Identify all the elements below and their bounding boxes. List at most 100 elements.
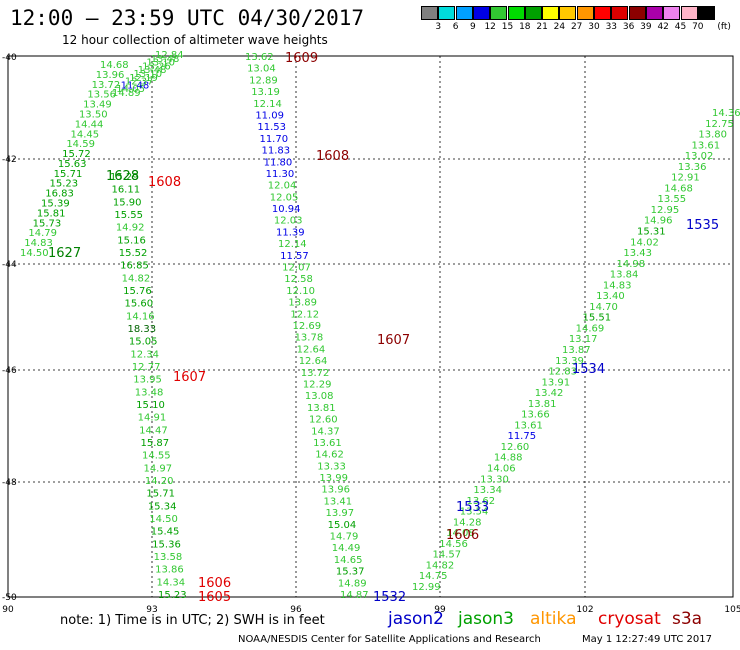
wave-height-reading: 15.23 [49, 179, 78, 190]
wave-height-reading: 11.70 [259, 134, 288, 145]
wave-height-reading: 15.51 [582, 313, 611, 324]
wave-height-reading: 13.61 [692, 140, 721, 151]
wave-height-reading: 13.49 [83, 100, 112, 111]
orbit-label: 1628 [106, 169, 139, 184]
orbit-label: 1606 [198, 576, 231, 591]
wave-height-reading: 12.34 [130, 349, 159, 360]
orbit-label: 1608 [148, 175, 181, 190]
satellite-name: jason3 [458, 609, 514, 629]
colorbar-label: 9 [470, 22, 476, 32]
wave-height-reading: 14.50 [149, 514, 178, 525]
wave-height-reading: 13.10 [146, 58, 175, 69]
wave-height-reading: 14.91 [138, 413, 167, 424]
colorbar-swatch [576, 6, 594, 20]
wave-height-reading: 12.99 [412, 582, 441, 593]
wave-height-reading: 14.45 [71, 129, 100, 140]
wave-height-reading: 11.39 [276, 227, 305, 238]
wave-height-reading: 14.20 [145, 476, 174, 487]
wave-height-reading: 15.04 [328, 520, 357, 531]
longitude-label: 90 [2, 605, 14, 615]
wave-height-reading: 11.83 [262, 146, 291, 157]
orbit-label: 1533 [456, 500, 489, 515]
colorbar-swatch [421, 6, 438, 20]
wave-height-reading: 14.89 [112, 88, 141, 99]
orbit-label: 1532 [373, 590, 406, 605]
colorbar-label: 36 [622, 22, 635, 32]
wave-height-reading: 16.85 [120, 261, 149, 272]
wave-height-reading: 13.58 [154, 552, 183, 563]
wave-height-reading: 13.17 [569, 334, 598, 345]
orbit-label: 1607 [173, 370, 206, 385]
wave-height-reading: 12.07 [282, 263, 311, 274]
wave-height-reading: 12.75 [705, 119, 734, 130]
wave-height-reading: 15.37 [336, 567, 365, 578]
wave-height-reading: 12.83 [548, 367, 577, 378]
wave-height-reading: 15.71 [146, 489, 175, 500]
colorbar-label: 30 [588, 22, 600, 32]
wave-height-reading: 15.36 [152, 539, 181, 550]
longitude-label: 96 [290, 605, 302, 615]
wave-height-reading: 13.08 [305, 391, 334, 402]
wave-height-reading: 13.40 [596, 291, 625, 302]
wave-height-reading: 13.10 [134, 69, 163, 80]
wave-height-reading: 14.37 [311, 426, 340, 437]
orbit-label: 1534 [572, 362, 605, 377]
wave-height-reading: 14.34 [157, 577, 186, 588]
wave-height-reading: 12.05 [270, 192, 299, 203]
wave-height-reading: 12.19 [129, 73, 158, 84]
wave-height-reading: 12.95 [651, 205, 680, 216]
wave-height-reading: 12.04 [268, 181, 297, 192]
wave-height-reading: 15.90 [113, 197, 142, 208]
colorbar-swatch [611, 6, 629, 20]
colorbar-swatch [628, 6, 646, 20]
wave-height-reading: 14.79 [28, 228, 57, 239]
wave-height-reading: 15.63 [58, 159, 87, 170]
colorbar-label: 70 [692, 22, 704, 32]
latitude-label: -50 [2, 593, 17, 603]
wave-height-reading: 14.57 [432, 550, 461, 561]
colorbar-label: 3 [435, 22, 442, 32]
wave-height-reading: 14.02 [630, 237, 659, 248]
footnote: note: 1) Time is in UTC; 2) SWH is in fe… [60, 613, 325, 628]
wave-height-reading: 12.14 [278, 239, 307, 250]
wave-height-reading: 14.05 [116, 84, 145, 95]
colorbar-label: 21 [536, 22, 548, 32]
wave-height-reading: 15.31 [637, 227, 666, 238]
wave-height-reading: 13.56 [87, 90, 116, 101]
wave-height-reading: 12.84 [155, 50, 184, 61]
wave-height-reading: 15.05 [129, 337, 158, 348]
wave-height-reading: 14.62 [315, 450, 344, 461]
wave-height-reading: 12.14 [253, 99, 282, 110]
wave-height-reading: 13.97 [326, 508, 355, 519]
wave-height-reading: 12.58 [284, 274, 313, 285]
colorbar-swatch [438, 6, 456, 20]
wave-height-reading: 15.10 [136, 400, 165, 411]
wave-height-reading: 13.80 [698, 130, 727, 141]
wave-height-reading: 13.02 [685, 151, 714, 162]
orbit-label: 1606 [446, 528, 479, 543]
colorbar-swatch [524, 6, 542, 20]
wave-height-reading: 14.82 [426, 560, 455, 571]
map-subtitle: 12 hour collection of altimeter wave hei… [62, 33, 328, 47]
wave-height-reading: 15.23 [158, 590, 187, 601]
wave-height-reading: 11.80 [264, 157, 293, 168]
wave-height-reading: 15.87 [141, 438, 170, 449]
wave-height-reading: 11.53 [257, 122, 286, 133]
credit-text: NOAA/NESDIS Center for Satellite Applica… [238, 634, 541, 645]
wave-height-reading: 14.69 [576, 323, 605, 334]
wave-height-reading: 14.44 [75, 119, 104, 130]
wave-height-reading: 12.10 [286, 286, 315, 297]
colorbar-label: 33 [605, 22, 618, 32]
wave-height-reading: 13.72 [92, 80, 121, 91]
wave-height-reading: 14.97 [143, 463, 172, 474]
longitude-label: 105 [724, 605, 740, 615]
wave-height-reading: 15.52 [119, 248, 148, 259]
wave-height-reading: 13.26 [142, 61, 171, 72]
satellite-name: jason2 [388, 609, 444, 629]
wave-height-reading: 12.12 [290, 309, 319, 320]
wave-height-reading: 13.72 [301, 368, 330, 379]
wave-height-reading: 14.79 [330, 532, 359, 543]
wave-height-reading: 13.62 [245, 52, 274, 63]
wave-height-reading: 11.75 [507, 431, 536, 442]
colorbar-unit: (ft) [717, 22, 731, 32]
